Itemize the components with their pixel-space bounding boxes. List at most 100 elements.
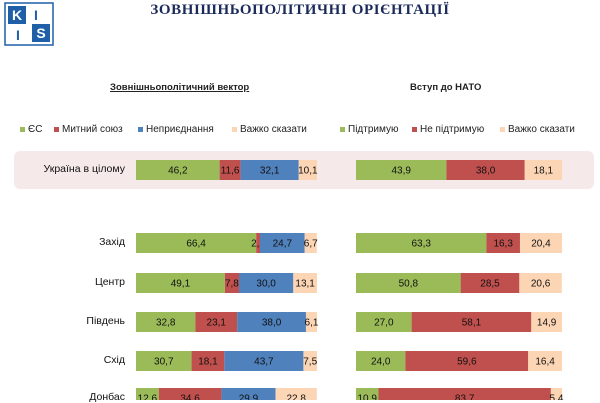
data-label: 10,1 <box>298 166 318 177</box>
bar-segment <box>356 273 461 293</box>
bar-segment <box>378 388 551 400</box>
data-label: 13,1 <box>295 279 315 290</box>
data-label: 12,6 <box>138 394 158 401</box>
data-label: 34,6 <box>180 394 200 401</box>
data-label: 43,7 <box>254 357 274 368</box>
data-label: 29,9 <box>239 394 259 401</box>
bar-segment <box>531 312 562 332</box>
data-label: 16,3 <box>493 239 513 250</box>
bar-segment <box>221 388 276 400</box>
data-label: 28,5 <box>480 279 500 290</box>
data-label: 5,4 <box>549 394 563 401</box>
data-label: 23,1 <box>207 318 227 329</box>
data-label: 63,3 <box>411 239 431 250</box>
legend-item-customs-union: Митний союз <box>54 124 123 135</box>
chart-vector: 46,2 11,6 32,1 10,1 66,4 2,1 24,7 6,7 49,1 7,8 30,… <box>136 160 319 400</box>
bar-segment <box>195 312 238 332</box>
legend-item-hard-to-say-nato: Важко сказати <box>500 124 575 135</box>
row-label: Україна в цілому <box>43 163 125 175</box>
legend-item-hard-to-say: Важко сказати <box>232 124 307 135</box>
logo-letter-i1: I <box>34 7 38 23</box>
data-label: 49,1 <box>171 279 191 290</box>
bar-segment <box>305 312 317 332</box>
legend-label: ЄС <box>28 124 43 135</box>
row-label: Схід <box>103 354 125 366</box>
legend-label: Підтримую <box>348 124 399 135</box>
logo-letter-i2: I <box>16 27 20 43</box>
bar-segment <box>356 312 412 332</box>
data-label: 7,5 <box>303 357 317 368</box>
bar-segment <box>136 233 257 253</box>
bar-segment <box>298 160 317 180</box>
data-label: 6,7 <box>304 239 318 250</box>
bar-segment <box>405 351 529 371</box>
chart-title-vector: Зовнішньополітичний вектор <box>110 82 250 93</box>
legend-swatch <box>412 126 417 132</box>
data-label: 18,1 <box>534 166 554 177</box>
bar-segment <box>356 160 447 180</box>
data-label: 50,8 <box>399 279 419 290</box>
legend-label: Важко сказати <box>508 124 575 135</box>
bar-segment <box>550 388 562 400</box>
chart-title-nato: Вступ до НАТО <box>410 82 482 93</box>
data-label: 66,4 <box>186 239 206 250</box>
data-label: 20,6 <box>531 279 551 290</box>
data-label: 22,8 <box>286 394 306 401</box>
page-title: ЗОВНІШНЬОПОЛІТИЧНІ ОРІЄНТАЦІЇ <box>150 2 450 18</box>
row-label: Захід <box>99 236 125 248</box>
bar-segment <box>136 388 159 400</box>
bar-segment <box>191 351 225 371</box>
bar-segment <box>519 233 562 253</box>
data-label: 38,0 <box>476 166 496 177</box>
bar-segment <box>136 351 192 371</box>
data-label: 16,4 <box>535 357 555 368</box>
bar-segment <box>519 273 562 293</box>
data-label: 20,4 <box>531 239 551 250</box>
bar-segment <box>237 312 306 332</box>
bar-segment <box>240 160 299 180</box>
legend-swatch <box>340 126 345 132</box>
data-label: 14,9 <box>537 318 557 329</box>
kiis-logo: K I I S <box>4 2 54 46</box>
bar-segment <box>259 233 305 253</box>
legend-item-eu: ЄС <box>20 124 42 135</box>
data-label: 18,1 <box>198 357 218 368</box>
bar-segment <box>486 233 520 253</box>
bar-segment <box>356 388 379 400</box>
legend-swatch <box>138 126 143 132</box>
bar-segment <box>528 351 562 371</box>
data-label: 7,8 <box>225 279 239 290</box>
legend-swatch <box>500 126 505 132</box>
data-label: 59,6 <box>457 357 477 368</box>
data-label: 43,9 <box>391 166 411 177</box>
data-label: 46,2 <box>168 166 188 177</box>
chart-nato: 43,9 38,0 18,1 63,3 16,3 20,4 50,8 28,5 20,6 27,0… <box>356 160 564 400</box>
data-label: 27,0 <box>374 318 394 329</box>
bar-segment <box>460 273 520 293</box>
data-label: 6,1 <box>305 318 319 329</box>
logo-letter-k: K <box>12 7 22 23</box>
row-label: Центр <box>94 276 125 288</box>
bar-segment <box>446 160 525 180</box>
data-label: 38,0 <box>262 318 282 329</box>
data-label: 11,6 <box>221 166 240 177</box>
row-label: Південь <box>86 315 125 327</box>
legend-label: Неприєднання <box>146 124 214 135</box>
legend-item-not-support: Не підтримую <box>412 124 484 135</box>
bar-segment <box>303 351 317 371</box>
legend-item-support: Підтримую <box>340 124 398 135</box>
bar-segment <box>411 312 532 332</box>
bar-segment <box>304 233 317 253</box>
legend-item-non-alignment: Неприєднання <box>138 124 214 135</box>
bar-segment <box>219 160 241 180</box>
legend-swatch <box>20 126 25 132</box>
logo-letter-s: S <box>36 25 45 41</box>
bar-segment <box>136 273 225 293</box>
data-label: 83,7 <box>455 394 475 401</box>
data-label: 10,9 <box>357 394 377 401</box>
bar-segment <box>224 273 239 293</box>
data-label: 32,8 <box>156 318 176 329</box>
bar-segment <box>293 273 317 293</box>
legend-label: Важко сказати <box>240 124 307 135</box>
bar-segment <box>275 388 317 400</box>
